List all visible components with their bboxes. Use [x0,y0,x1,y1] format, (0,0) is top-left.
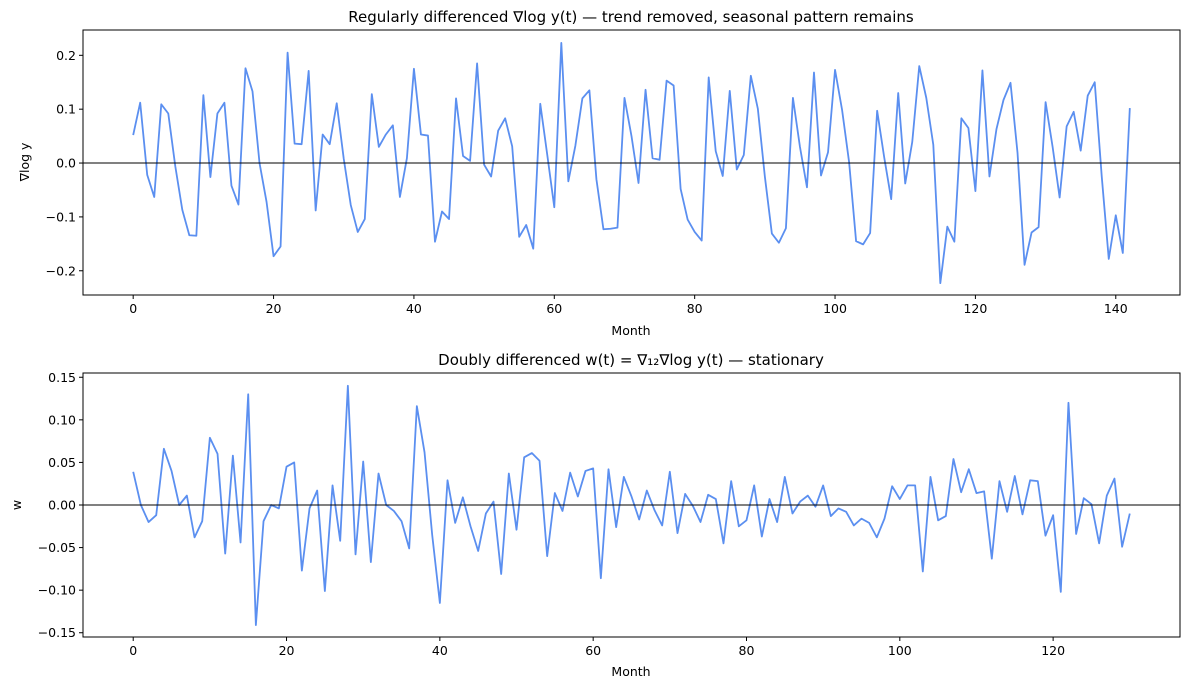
x-tick-label: 20 [279,643,295,658]
y-tick-label: 0.2 [56,48,76,63]
y-tick-label: −0.1 [46,209,76,224]
y-tick-label: 0.1 [56,102,76,117]
x-tick-label: 0 [129,643,137,658]
x-tick-label: 80 [687,301,703,316]
x-tick-label: 60 [585,643,601,658]
y-axis-label: w [9,500,24,510]
x-tick-label: 40 [406,301,422,316]
y-tick-label: 0.00 [48,498,76,513]
series-line [132,42,1131,285]
y-tick-label: −0.15 [38,625,76,640]
x-tick-label: 100 [888,643,912,658]
x-tick-label: 140 [1104,301,1128,316]
plot-frame [82,29,1181,296]
x-tick-label: 120 [963,301,987,316]
chart-title: Doubly differenced w(t) = ∇₁₂∇log y(t) —… [438,351,824,369]
x-axis-label: Month [611,664,650,679]
x-tick-label: 40 [432,643,448,658]
x-tick-label: 120 [1041,643,1065,658]
y-axis-label: ∇log y [17,142,32,182]
x-tick-label: 60 [546,301,562,316]
x-tick-label: 80 [739,643,755,658]
y-tick-label: −0.05 [38,540,76,555]
series-line [132,384,1131,626]
y-tick-label: 0.15 [48,370,76,385]
panel-double-difference: Doubly differenced w(t) = ∇₁₂∇log y(t) —… [9,351,1181,679]
y-tick-label: 0.10 [48,412,76,427]
y-tick-label: 0.0 [56,156,76,171]
x-tick-label: 0 [129,301,137,316]
chart-title: Regularly differenced ∇log y(t) — trend … [348,8,914,26]
y-tick-label: 0.05 [48,455,76,470]
y-tick-label: −0.10 [38,583,76,598]
y-tick-label: −0.2 [46,263,76,278]
x-tick-label: 20 [266,301,282,316]
x-tick-label: 100 [823,301,847,316]
x-axis-label: Month [611,323,650,338]
panel-regular-difference: Regularly differenced ∇log y(t) — trend … [17,8,1181,338]
